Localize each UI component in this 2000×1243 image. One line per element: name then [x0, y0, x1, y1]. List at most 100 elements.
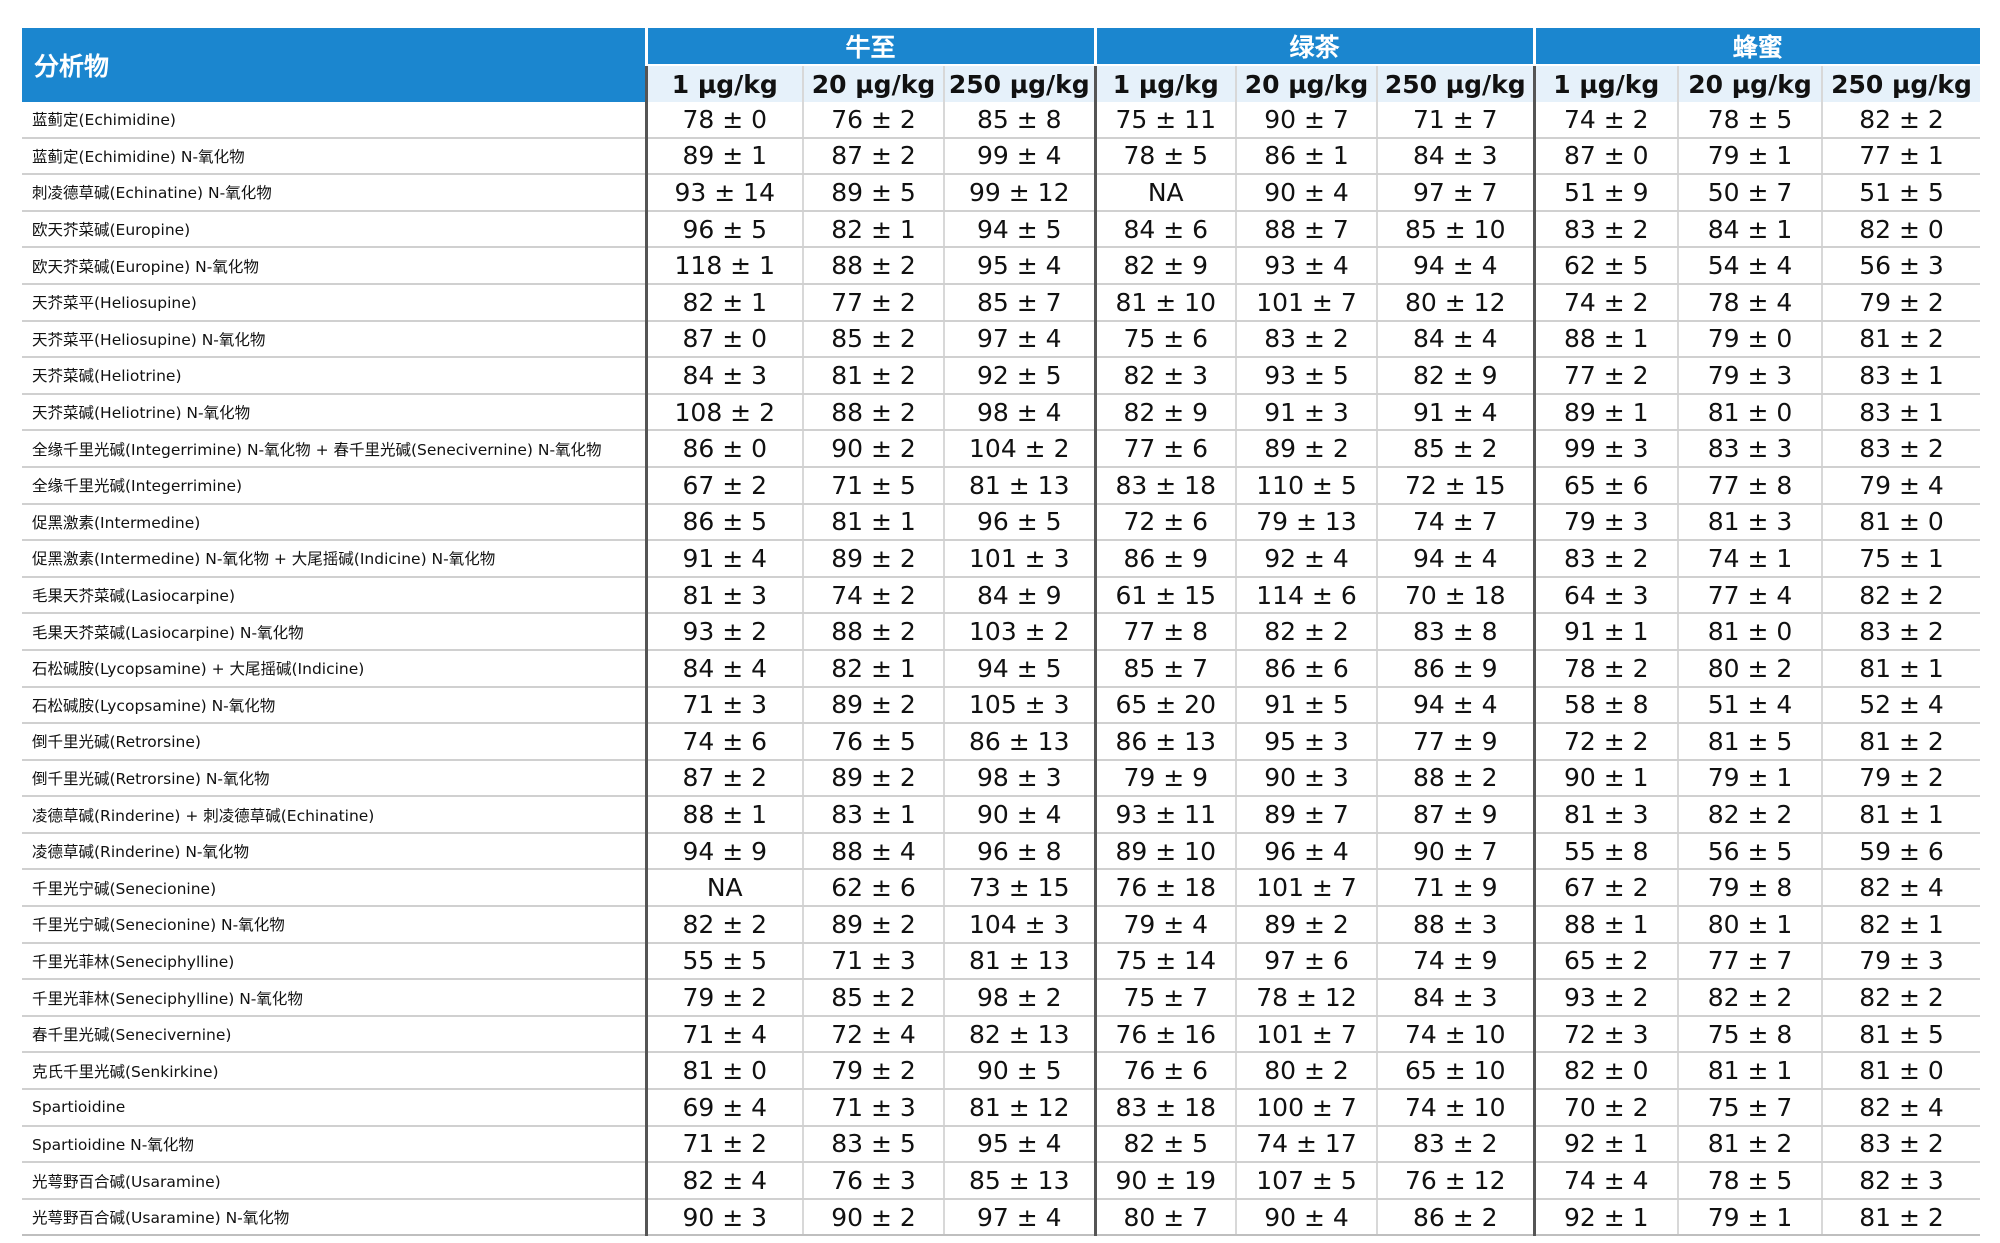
group-header-honey: 蜂蜜: [1532, 28, 1980, 66]
recovery-table: 分析物 牛至 绿茶 蜂蜜 1 µg/kg 20 µg/kg 250 µg/kg …: [22, 28, 1980, 1237]
recovery-value-cell: 85 ± 8: [943, 102, 1095, 139]
analyte-name-cell: 千里光菲林(Seneciphylline) N-氧化物: [22, 979, 646, 1017]
analyte-name-cell: 千里光菲林(Seneciphylline): [22, 942, 646, 981]
recovery-value-cell: 82 ± 2: [1677, 979, 1822, 1017]
recovery-value-cell: 85 ± 7: [1093, 649, 1236, 688]
analyte-name-cell: 光萼野百合碱(Usaramine): [22, 1162, 646, 1200]
recovery-value-cell: 85 ± 7: [943, 283, 1095, 322]
table-row: 凌德草碱(Rinderine) + 刺凌德草碱(Echinatine) 88 ± …: [22, 796, 1980, 834]
recovery-value-cell: 98 ± 4: [943, 393, 1095, 432]
recovery-value-cell: 90 ± 2: [802, 430, 944, 468]
recovery-value-cell: 71 ± 3: [802, 1089, 944, 1127]
recovery-value-cell: 78 ± 4: [1677, 283, 1822, 322]
recovery-value-cell: NA: [644, 869, 803, 908]
group-header-green-tea: 绿茶: [1093, 28, 1534, 66]
recovery-value-cell: 79 ± 2: [802, 1052, 944, 1091]
analyte-name-cell: 天芥菜碱(Heliotrine) N-氧化物: [22, 393, 646, 432]
recovery-value-cell: 84 ± 4: [1376, 320, 1534, 359]
recovery-value-cell: 82 ± 0: [1532, 1052, 1678, 1091]
recovery-value-cell: 118 ± 1: [644, 247, 803, 285]
recovery-value-cell: 89 ± 2: [1235, 906, 1377, 944]
recovery-value-cell: 88 ± 2: [1376, 759, 1534, 798]
recovery-value-cell: 82 ± 1: [802, 649, 944, 688]
analyte-name-cell: 凌德草碱(Rinderine) N-氧化物: [22, 832, 646, 871]
recovery-value-cell: 81 ± 5: [1821, 1015, 1980, 1054]
recovery-value-cell: 81 ± 2: [1821, 723, 1980, 761]
recovery-value-cell: 79 ± 1: [1677, 137, 1822, 176]
recovery-value-cell: 76 ± 3: [802, 1162, 944, 1200]
recovery-value-cell: 67 ± 2: [1532, 869, 1678, 908]
recovery-value-cell: 81 ± 3: [1532, 796, 1678, 834]
recovery-value-cell: 88 ± 2: [802, 247, 944, 285]
recovery-value-cell: 75 ± 1: [1821, 540, 1980, 578]
table-row: 欧天芥菜碱(Europine) N-氧化物 118 ± 1 88 ± 2 95 ± 4…: [22, 247, 1980, 285]
recovery-value-cell: 82 ± 3: [1821, 1162, 1980, 1200]
recovery-value-cell: 105 ± 3: [943, 686, 1095, 725]
table-row: 倒千里光碱(Retrorsine) 74 ± 6 76 ± 5 86 ± 13 86 ±…: [22, 723, 1980, 761]
recovery-value-cell: 90 ± 5: [943, 1052, 1095, 1091]
recovery-value-cell: 79 ± 3: [1677, 357, 1822, 395]
recovery-value-cell: 88 ± 1: [644, 796, 803, 834]
table-row: 千里光宁碱(Senecionine) N-氧化物 82 ± 2 89 ± 2 104 …: [22, 906, 1980, 944]
recovery-value-cell: 86 ± 1: [1235, 137, 1377, 176]
recovery-value-cell: 81 ± 2: [1677, 1125, 1822, 1164]
recovery-value-cell: 80 ± 7: [1093, 1198, 1236, 1237]
recovery-value-cell: 89 ± 7: [1235, 796, 1377, 834]
recovery-value-cell: 80 ± 2: [1235, 1052, 1377, 1091]
analyte-name-cell: 蓝蓟定(Echimidine): [22, 102, 646, 139]
recovery-value-cell: 83 ± 2: [1821, 1125, 1980, 1164]
recovery-value-cell: 114 ± 6: [1235, 576, 1377, 615]
recovery-value-cell: 94 ± 4: [1376, 686, 1534, 725]
recovery-value-cell: 81 ± 3: [644, 576, 803, 615]
recovery-value-cell: 55 ± 8: [1532, 832, 1678, 871]
recovery-value-cell: 88 ± 7: [1235, 210, 1377, 249]
recovery-value-cell: 64 ± 3: [1532, 576, 1678, 615]
recovery-value-cell: 91 ± 5: [1235, 686, 1377, 725]
table-row: 促黑激素(Intermedine) 86 ± 5 81 ± 1 96 ± 5 72 ± …: [22, 503, 1980, 542]
recovery-value-cell: 90 ± 7: [1376, 832, 1534, 871]
recovery-value-cell: 82 ± 9: [1093, 247, 1236, 285]
recovery-value-cell: 95 ± 4: [943, 247, 1095, 285]
recovery-value-cell: 99 ± 12: [943, 174, 1095, 212]
analyte-name-cell: 石松碱胺(Lycopsamine) N-氧化物: [22, 686, 646, 725]
recovery-value-cell: 84 ± 6: [1093, 210, 1236, 249]
recovery-value-cell: 93 ± 4: [1235, 247, 1377, 285]
recovery-value-cell: 71 ± 3: [802, 942, 944, 981]
recovery-value-cell: 79 ± 2: [1821, 759, 1980, 798]
group-header-oregano: 牛至: [644, 28, 1095, 66]
recovery-value-cell: 91 ± 1: [1532, 613, 1678, 651]
recovery-value-cell: 76 ± 18: [1093, 869, 1236, 908]
level-header: 1 µg/kg: [1532, 65, 1678, 102]
analyte-name-cell: 促黑激素(Intermedine) N-氧化物 + 大尾摇碱(Indicine)…: [22, 540, 646, 578]
recovery-value-cell: 90 ± 4: [943, 796, 1095, 834]
recovery-value-cell: 97 ± 6: [1235, 942, 1377, 981]
recovery-value-cell: 83 ± 2: [1821, 613, 1980, 651]
recovery-value-cell: 88 ± 2: [802, 393, 944, 432]
recovery-value-cell: 69 ± 4: [644, 1089, 803, 1127]
recovery-value-cell: 72 ± 3: [1532, 1015, 1678, 1054]
recovery-value-cell: 82 ± 3: [1093, 357, 1236, 395]
recovery-value-cell: 93 ± 2: [644, 613, 803, 651]
recovery-value-cell: 75 ± 11: [1093, 102, 1236, 139]
recovery-value-cell: 52 ± 4: [1821, 686, 1980, 725]
recovery-value-cell: 87 ± 9: [1376, 796, 1534, 834]
recovery-value-cell: 104 ± 3: [943, 906, 1095, 944]
table-row: 春千里光碱(Senecivernine) 71 ± 4 72 ± 4 82 ± 13 7…: [22, 1015, 1980, 1054]
recovery-value-cell: 82 ± 1: [1821, 906, 1980, 944]
recovery-value-cell: 74 ± 10: [1376, 1089, 1534, 1127]
recovery-value-cell: 79 ± 8: [1677, 869, 1822, 908]
analyte-name-cell: 欧天芥菜碱(Europine) N-氧化物: [22, 247, 646, 285]
level-header: 20 µg/kg: [1235, 65, 1377, 102]
recovery-value-cell: 79 ± 13: [1235, 503, 1377, 542]
recovery-value-cell: 91 ± 4: [1376, 393, 1534, 432]
recovery-value-cell: 79 ± 0: [1677, 320, 1822, 359]
recovery-value-cell: 96 ± 8: [943, 832, 1095, 871]
table-row: 天芥菜碱(Heliotrine) N-氧化物 108 ± 2 88 ± 2 98 ± …: [22, 393, 1980, 432]
recovery-value-cell: 83 ± 2: [1821, 430, 1980, 468]
recovery-value-cell: 90 ± 2: [802, 1198, 944, 1237]
recovery-value-cell: 81 ± 13: [943, 466, 1095, 505]
recovery-value-cell: 78 ± 5: [1677, 102, 1822, 139]
analyte-name-cell: 天芥菜碱(Heliotrine): [22, 357, 646, 395]
recovery-value-cell: NA: [1093, 174, 1236, 212]
